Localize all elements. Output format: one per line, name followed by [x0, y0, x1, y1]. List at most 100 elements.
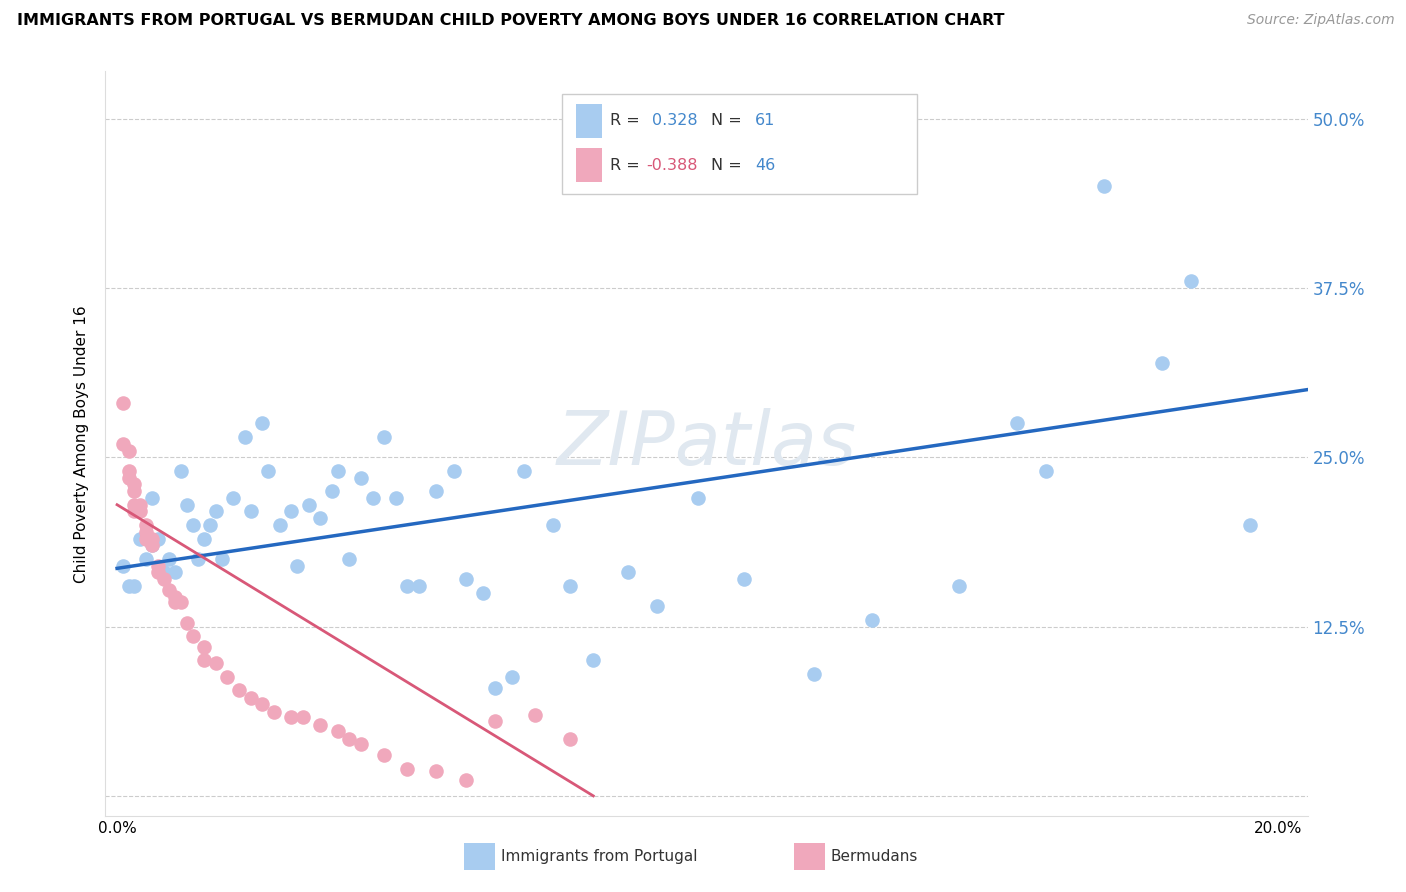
Point	[165, 595, 187, 609]
Text: R =: R =	[610, 113, 640, 128]
Point	[170, 464, 193, 478]
Point	[645, 599, 668, 614]
Point	[350, 470, 373, 484]
Point	[233, 430, 256, 444]
Point	[1092, 179, 1115, 194]
Point	[326, 464, 349, 478]
Point	[1035, 464, 1057, 478]
Point	[471, 586, 494, 600]
Point	[217, 670, 239, 684]
Point	[443, 464, 465, 478]
Point	[146, 532, 169, 546]
Point	[124, 498, 146, 512]
Point	[152, 572, 174, 586]
Point	[617, 566, 640, 580]
Point	[860, 613, 883, 627]
Point	[285, 558, 308, 573]
Point	[373, 748, 395, 763]
Point	[269, 518, 291, 533]
Point	[111, 437, 134, 451]
Point	[222, 491, 245, 505]
Point	[582, 653, 605, 667]
Point	[176, 498, 198, 512]
Point	[204, 656, 226, 670]
Point	[211, 552, 233, 566]
Point	[396, 762, 419, 776]
Point	[193, 532, 215, 546]
Point	[309, 511, 332, 525]
Text: R =: R =	[610, 158, 640, 173]
Point	[484, 681, 506, 695]
Point	[385, 491, 408, 505]
Text: IMMIGRANTS FROM PORTUGAL VS BERMUDAN CHILD POVERTY AMONG BOYS UNDER 16 CORRELATI: IMMIGRANTS FROM PORTUGAL VS BERMUDAN CHI…	[17, 13, 1004, 29]
Point	[1180, 274, 1202, 288]
Point	[326, 723, 349, 738]
Point	[165, 566, 187, 580]
Point	[280, 504, 302, 518]
Point	[176, 615, 198, 630]
Y-axis label: Child Poverty Among Boys Under 16: Child Poverty Among Boys Under 16	[75, 305, 90, 582]
Point	[309, 718, 332, 732]
Point	[187, 552, 209, 566]
Text: N =: N =	[711, 113, 742, 128]
Text: N =: N =	[711, 158, 742, 173]
Point	[501, 670, 523, 684]
Point	[157, 552, 180, 566]
Point	[146, 566, 169, 580]
Point	[252, 417, 274, 431]
Point	[111, 396, 134, 410]
Point	[141, 491, 163, 505]
Point	[408, 579, 430, 593]
Point	[118, 443, 141, 458]
Point	[298, 498, 321, 512]
Point	[118, 470, 141, 484]
Point	[252, 697, 274, 711]
Point	[135, 518, 157, 533]
Point	[350, 738, 373, 752]
Point	[239, 691, 262, 706]
Point	[512, 464, 534, 478]
Point	[118, 464, 141, 478]
Point	[204, 504, 226, 518]
Point	[733, 572, 755, 586]
Point	[141, 538, 163, 552]
Point	[361, 491, 384, 505]
Text: 0.328: 0.328	[652, 113, 697, 128]
Point	[157, 582, 180, 597]
Point	[239, 504, 262, 518]
Point	[1005, 417, 1028, 431]
Point	[280, 710, 302, 724]
Point	[686, 491, 709, 505]
Point	[425, 764, 447, 779]
Point	[337, 552, 360, 566]
Point	[146, 558, 169, 573]
Point	[193, 640, 215, 654]
Point	[228, 683, 250, 698]
Point	[373, 430, 395, 444]
Text: Bermudans: Bermudans	[831, 849, 918, 863]
Point	[524, 707, 547, 722]
Point	[141, 538, 163, 552]
Point	[193, 653, 215, 667]
Point	[257, 464, 280, 478]
Point	[1239, 518, 1261, 533]
Point	[541, 518, 564, 533]
Point	[803, 667, 825, 681]
Text: Immigrants from Portugal: Immigrants from Portugal	[501, 849, 697, 863]
Point	[135, 524, 157, 539]
Point	[263, 705, 285, 719]
Point	[948, 579, 970, 593]
Point	[425, 484, 447, 499]
Point	[124, 484, 146, 499]
Point	[135, 552, 157, 566]
Point	[124, 477, 146, 491]
Point	[1152, 355, 1174, 369]
Point	[165, 590, 187, 604]
Point	[396, 579, 419, 593]
Text: -0.388: -0.388	[647, 158, 699, 173]
Point	[291, 710, 314, 724]
Point	[337, 731, 360, 746]
Point	[141, 532, 163, 546]
Text: Source: ZipAtlas.com: Source: ZipAtlas.com	[1247, 13, 1395, 28]
Point	[198, 518, 221, 533]
